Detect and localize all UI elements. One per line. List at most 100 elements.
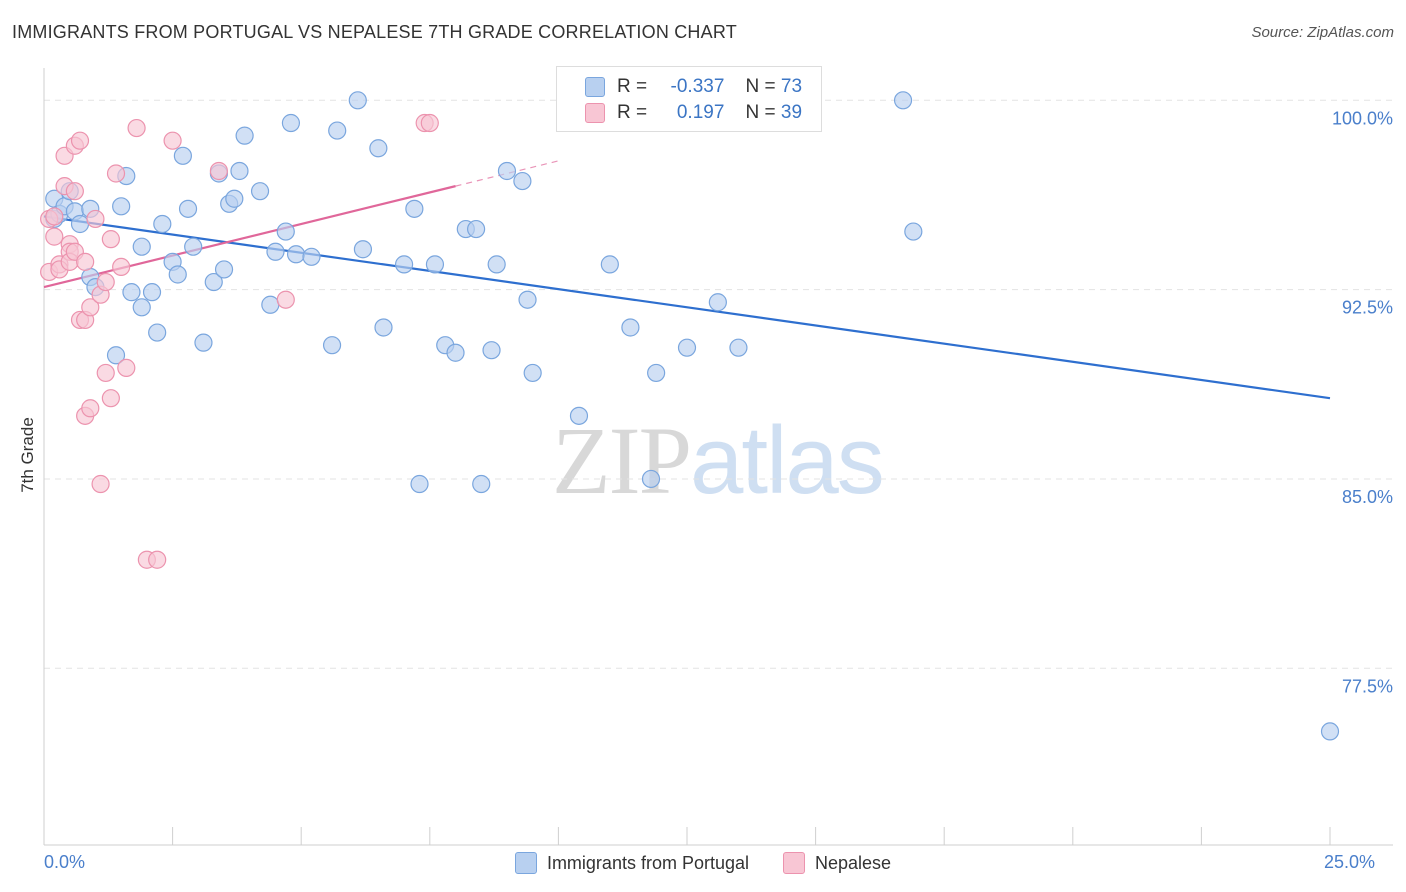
data-point-portugal xyxy=(276,222,295,241)
watermark: ZIPatlas xyxy=(552,405,885,516)
data-point-portugal xyxy=(369,139,388,158)
data-point-portugal xyxy=(482,341,501,360)
data-point-nepalese xyxy=(148,550,167,569)
data-point-portugal xyxy=(132,237,151,256)
stats-legend-row-portugal: R = -0.337 N = 73 xyxy=(585,75,802,99)
nepalese-legend-swatch xyxy=(783,852,805,874)
data-point-portugal xyxy=(194,333,213,352)
data-point-nepalese xyxy=(276,290,295,309)
data-point-portugal xyxy=(348,91,367,110)
data-point-portugal xyxy=(497,161,517,181)
data-points xyxy=(40,91,1340,741)
data-point-portugal xyxy=(1320,722,1340,741)
data-point-portugal xyxy=(302,247,321,266)
data-point-portugal xyxy=(230,161,249,181)
data-point-portugal xyxy=(641,469,661,489)
source-label: Source: ZipAtlas.com xyxy=(1251,24,1394,41)
legend-label-nepalese: Nepalese xyxy=(815,852,892,873)
data-point-nepalese xyxy=(86,209,105,229)
series-legend: Immigrants from Portugal Nepalese xyxy=(0,852,1406,874)
n-label: N = xyxy=(745,76,776,97)
data-point-portugal xyxy=(328,121,347,140)
x-tick-label-max: 25.0% xyxy=(1324,852,1376,872)
data-point-portugal xyxy=(184,237,203,256)
y-tick-label: 85.0% xyxy=(1342,487,1393,507)
data-point-portugal xyxy=(178,199,198,218)
data-point-portugal xyxy=(405,199,424,218)
chart-title: IMMIGRANTS FROM PORTUGAL VS NEPALESE 7TH… xyxy=(12,22,737,42)
data-point-portugal xyxy=(261,295,280,314)
data-point-nepalese xyxy=(112,257,131,277)
legend-label-portugal: Immigrants from Portugal xyxy=(546,852,749,873)
data-point-portugal xyxy=(153,214,172,234)
grid-lines xyxy=(44,99,1393,669)
data-point-portugal xyxy=(286,245,306,264)
trend-line-nepalese xyxy=(43,185,456,289)
data-point-nepalese xyxy=(65,182,84,201)
data-point-nepalese xyxy=(91,474,110,494)
r-label: R = xyxy=(617,76,648,97)
axes xyxy=(43,68,1393,846)
data-point-nepalese xyxy=(45,207,64,226)
n-value: 39 xyxy=(780,102,803,123)
data-point-portugal xyxy=(472,474,491,494)
data-point-portugal xyxy=(518,290,537,309)
data-point-portugal xyxy=(250,182,270,201)
data-point-portugal xyxy=(266,242,285,261)
n-label: N = xyxy=(745,102,776,123)
legend-item-nepalese: Nepalese xyxy=(783,852,891,874)
trend-line-portugal xyxy=(43,215,1331,400)
data-point-portugal xyxy=(235,126,254,145)
data-point-nepalese xyxy=(420,113,439,133)
data-point-portugal xyxy=(487,255,506,274)
data-point-portugal xyxy=(466,219,486,239)
data-point-portugal xyxy=(677,338,697,357)
r-value: 0.197 xyxy=(676,102,725,123)
data-point-portugal xyxy=(708,293,727,312)
data-point-portugal xyxy=(647,363,666,383)
y-tick-label: 77.5% xyxy=(1342,676,1393,696)
data-point-nepalese xyxy=(209,161,228,181)
data-point-portugal xyxy=(204,272,223,292)
watermark-zip: ZIP xyxy=(552,407,692,514)
data-point-portugal xyxy=(569,406,589,425)
r-label: R = xyxy=(617,102,648,123)
data-point-nepalese xyxy=(101,389,120,408)
data-point-portugal xyxy=(214,260,234,279)
data-point-portugal xyxy=(394,255,414,274)
data-point-portugal xyxy=(729,338,748,357)
trend-line-nepalese-extension xyxy=(455,160,559,187)
data-point-nepalese xyxy=(96,363,115,383)
data-point-nepalese xyxy=(117,358,136,377)
n-value: 73 xyxy=(780,76,803,97)
data-point-portugal xyxy=(374,318,393,337)
data-point-nepalese xyxy=(106,164,126,183)
data-point-portugal xyxy=(600,255,619,274)
data-point-portugal xyxy=(106,346,126,365)
data-point-portugal xyxy=(281,113,301,133)
data-point-portugal xyxy=(904,222,923,241)
data-point-portugal xyxy=(173,146,192,165)
data-point-portugal xyxy=(132,298,151,317)
data-point-portugal xyxy=(70,214,90,234)
watermark-atlas: atlas xyxy=(690,407,885,514)
data-point-portugal xyxy=(513,171,532,191)
data-point-nepalese xyxy=(70,131,90,150)
y-tick-label: 100.0% xyxy=(1332,108,1393,128)
y-tick-labels: 100.0% 92.5% 85.0% 77.5% xyxy=(1332,108,1393,696)
data-point-portugal xyxy=(225,189,244,208)
x-tick-label-min: 0.0% xyxy=(44,852,86,872)
data-point-portugal xyxy=(621,318,640,337)
data-point-portugal xyxy=(322,336,342,355)
r-value: -0.337 xyxy=(670,76,725,97)
data-point-nepalese xyxy=(81,399,100,418)
data-point-nepalese xyxy=(101,230,120,249)
data-point-portugal xyxy=(353,240,373,259)
data-point-portugal xyxy=(425,255,445,274)
stats-legend: R = -0.337 N = 73 R = 0.197 N = 39 xyxy=(556,66,822,132)
stats-legend-row-nepalese: R = 0.197 N = 39 xyxy=(585,101,802,125)
data-point-nepalese xyxy=(45,227,64,246)
data-point-nepalese xyxy=(81,298,100,317)
data-point-nepalese xyxy=(76,252,95,271)
